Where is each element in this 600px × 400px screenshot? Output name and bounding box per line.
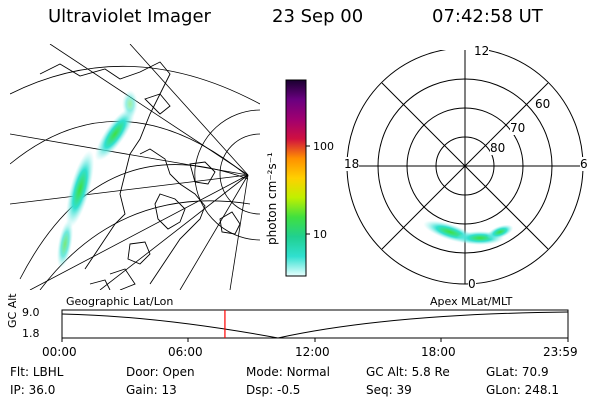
info-glat: GLat: 70.9	[486, 365, 549, 379]
info-glat-value: 70.9	[521, 365, 549, 379]
altitude-plot	[61, 309, 569, 342]
info-gain-value: 13	[161, 383, 177, 397]
instrument-title: Ultraviolet Imager	[48, 6, 211, 27]
colorbar	[285, 79, 310, 277]
geographic-caption: Geographic Lat/Lon	[66, 295, 174, 308]
lat-label-80: 80	[490, 141, 506, 155]
mlt-label-12: 12	[474, 44, 490, 58]
info-ip-value: 36.0	[28, 383, 56, 397]
date-label: 23 Sep 00	[272, 6, 364, 27]
info-gc-alt: GC Alt: 5.8 Re	[366, 365, 450, 379]
colorbar-tick-100: 100	[313, 140, 334, 153]
info-glon: GLon: 248.1	[486, 383, 559, 397]
info-gc-alt-value: 5.8 Re	[411, 365, 450, 379]
colorbar-tick-10: 10	[313, 228, 327, 241]
info-door: Door: Open	[126, 365, 195, 379]
altitude-tick-high: 9.0	[22, 306, 40, 319]
info-flt: Flt: LBHL	[10, 365, 64, 379]
info-mode: Mode: Normal	[246, 365, 330, 379]
altitude-axis-label: GC Alt	[6, 293, 19, 328]
apex-caption: Apex MLat/MLT	[430, 295, 513, 308]
colorbar-unit-label: photon cm⁻²s⁻¹	[265, 152, 279, 245]
lat-label-70: 70	[510, 121, 526, 135]
info-seq-value: 39	[396, 383, 412, 397]
info-ip: IP: 36.0	[10, 383, 56, 397]
info-gain: Gain: 13	[126, 383, 177, 397]
info-dsp-value: -0.5	[276, 383, 301, 397]
mlt-label-0: 0	[468, 277, 476, 291]
altitude-tick-low: 1.8	[22, 327, 40, 340]
time-tick-1800: 18:00	[421, 345, 456, 359]
time-tick-0600: 06:00	[168, 345, 203, 359]
info-mode-value: Normal	[286, 365, 330, 379]
time-tick-2359: 23:59	[543, 345, 578, 359]
lat-label-60: 60	[535, 97, 551, 111]
info-seq: Seq: 39	[366, 383, 412, 397]
polar-plot	[346, 50, 584, 285]
mlt-label-18: 18	[344, 157, 360, 171]
info-flt-value: LBHL	[32, 365, 64, 379]
time-tick-0000: 00:00	[42, 345, 77, 359]
info-dsp: Dsp: -0.5	[246, 383, 301, 397]
info-glon-value: 248.1	[524, 383, 559, 397]
info-door-value: Open	[162, 365, 195, 379]
polar-aurora	[423, 220, 514, 245]
coastlines	[39, 61, 241, 290]
map-aurora	[56, 90, 138, 269]
geographic-map	[10, 44, 260, 290]
time-tick-1200: 12:00	[295, 345, 330, 359]
mlt-label-6: 6	[580, 157, 588, 171]
time-label: 07:42:58 UT	[432, 6, 543, 27]
